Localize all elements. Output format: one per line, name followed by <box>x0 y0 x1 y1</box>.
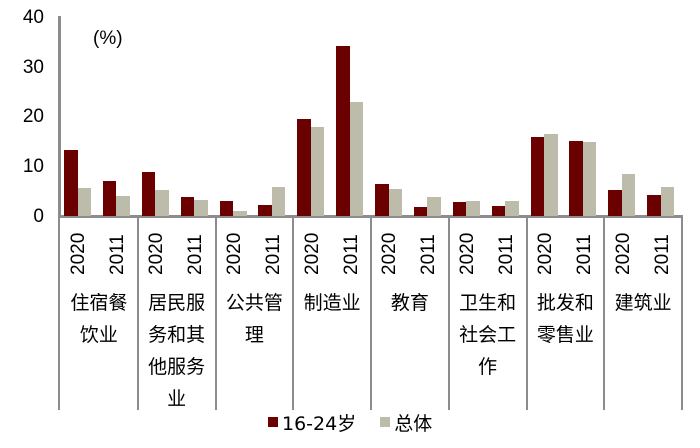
bar-overall-2020 <box>544 133 558 216</box>
bar-overall-2020 <box>621 173 636 216</box>
bar-16-24-2020 <box>64 150 78 216</box>
year-label: 2020 <box>379 232 401 275</box>
category-label: 教育 <box>390 292 429 314</box>
bar-16-24-2020 <box>452 201 467 216</box>
bar-overall-2011 <box>427 196 441 216</box>
bar-16-24-2020 <box>219 201 233 216</box>
year-label: 2011 <box>496 234 518 275</box>
bar-16-24-2020 <box>530 137 544 216</box>
bar-overall-2011 <box>582 141 597 216</box>
year-label: 2011 <box>262 234 284 275</box>
legend: 16-24岁 总体 <box>268 409 456 435</box>
bar-overall-2011 <box>271 186 286 216</box>
bar-overall-2020 <box>388 188 402 216</box>
bar-16-24-2020 <box>608 190 622 216</box>
category-label: 居民服 务和其 他服务业 <box>148 292 206 410</box>
y-tick-10: 10 <box>22 156 44 177</box>
y-tick-20: 20 <box>22 106 44 127</box>
category-separator <box>370 215 372 410</box>
year-label: 2011 <box>418 234 440 275</box>
bar-overall-2020 <box>466 200 480 216</box>
category-separator <box>215 215 217 410</box>
y-tick-0: 0 <box>33 206 44 227</box>
bar-16-24-2011 <box>180 197 195 216</box>
bar-overall-2011 <box>194 200 208 216</box>
y-axis-line <box>58 16 61 217</box>
legend-item-overall: 总体 <box>380 409 432 436</box>
bar-16-24-2011 <box>102 181 117 216</box>
bar-16-24-2020 <box>375 183 389 216</box>
year-label: 2020 <box>146 232 168 275</box>
bar-overall-2020 <box>310 127 325 216</box>
bar-16-24-2011 <box>413 206 428 216</box>
year-label: 2020 <box>68 232 90 275</box>
bar-16-24-2011 <box>491 206 506 216</box>
category-label: 公共管理 <box>225 292 283 346</box>
year-label: 2020 <box>612 232 634 275</box>
bar-16-24-2020 <box>141 172 156 216</box>
bar-16-24-2011 <box>336 45 350 216</box>
year-label: 2011 <box>651 234 673 275</box>
legend-swatch-16-24 <box>268 417 278 427</box>
bar-16-24-2011 <box>569 141 583 216</box>
unit-label: (%) <box>93 28 123 49</box>
category-separator <box>526 215 528 410</box>
legend-label-overall: 总体 <box>394 412 433 435</box>
year-label: 2011 <box>340 234 362 275</box>
bar-overall-2011 <box>349 102 364 216</box>
category-label: 卫生和 社会工作 <box>459 292 517 378</box>
category-label: 住宿餐 饮业 <box>70 292 128 346</box>
bar-overall-2011 <box>505 200 519 216</box>
bar-overall-2020 <box>155 190 169 216</box>
category-label: 制造业 <box>303 292 361 314</box>
category-label: 建筑业 <box>614 292 672 314</box>
bar-16-24-2011 <box>647 194 661 216</box>
category-separator <box>292 215 294 410</box>
bar-overall-2011 <box>660 186 675 216</box>
category-separator <box>603 215 605 410</box>
category-separator <box>448 215 450 410</box>
category-separator <box>58 215 60 410</box>
year-label: 2011 <box>185 234 207 275</box>
bar-overall-2020 <box>233 211 247 216</box>
legend-swatch-overall <box>380 417 391 427</box>
year-label: 2020 <box>534 232 556 275</box>
bar-16-24-2020 <box>297 118 311 216</box>
legend-label-16-24: 16-24岁 <box>282 412 357 435</box>
legend-item-16-24: 16-24岁 <box>268 409 356 436</box>
year-label: 2020 <box>223 232 245 275</box>
category-separator <box>137 215 139 410</box>
year-label: 2020 <box>301 232 323 275</box>
year-label: 2020 <box>457 232 479 275</box>
category-label: 批发和 零售业 <box>536 292 594 346</box>
bar-overall-2011 <box>116 196 130 216</box>
y-tick-40: 40 <box>22 7 44 28</box>
y-tick-30: 30 <box>22 57 44 78</box>
year-label: 2011 <box>573 234 595 275</box>
category-separator <box>681 215 683 410</box>
bar-overall-2020 <box>77 188 91 216</box>
year-label: 2011 <box>107 234 129 275</box>
bar-16-24-2011 <box>258 205 272 216</box>
